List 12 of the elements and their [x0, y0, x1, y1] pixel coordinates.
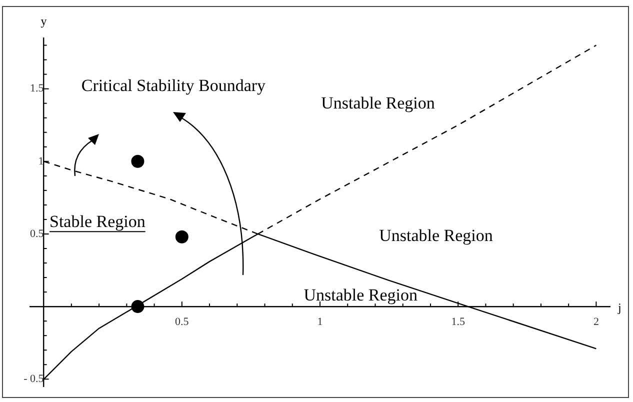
annotation: Unstable Region: [304, 285, 418, 304]
x-axis-title: j: [617, 300, 622, 315]
x-tick-label: 1: [317, 316, 323, 328]
annotation: Unstable Region: [321, 94, 436, 113]
annotation: Unstable Region: [379, 226, 494, 246]
x-tick-label: 1.5: [451, 316, 466, 328]
x-tick-label: 0.5: [175, 316, 190, 328]
y-tick-label: 1: [38, 155, 44, 168]
y-axis-title: y: [40, 14, 47, 28]
x-tick-label: 2: [593, 316, 599, 328]
annotation: Critical Stability Boundary: [81, 76, 266, 96]
annotation: Stable Region: [50, 212, 146, 232]
